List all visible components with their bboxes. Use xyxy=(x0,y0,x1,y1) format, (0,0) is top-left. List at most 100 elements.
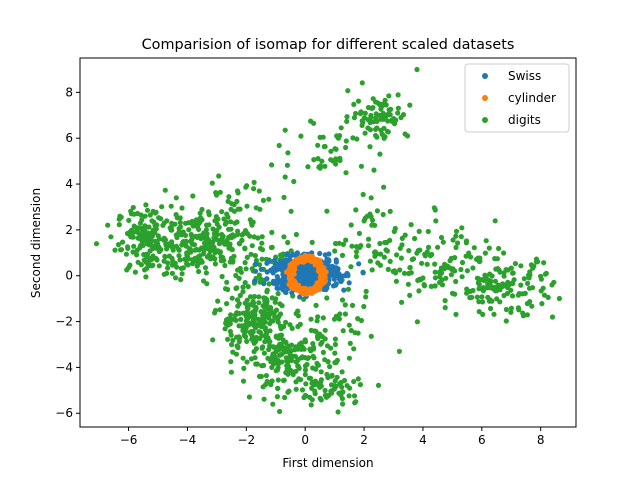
data-point xyxy=(189,261,196,267)
data-point xyxy=(458,266,464,273)
data-point xyxy=(132,269,138,275)
data-point xyxy=(223,321,229,327)
data-point xyxy=(278,252,284,258)
data-point xyxy=(336,273,342,279)
data-point xyxy=(212,234,218,240)
data-point xyxy=(377,151,383,157)
data-point xyxy=(367,144,373,150)
data-point xyxy=(246,320,252,326)
data-point xyxy=(162,187,168,193)
data-point xyxy=(476,258,482,264)
data-point xyxy=(267,339,273,345)
data-point xyxy=(275,385,281,391)
data-point xyxy=(397,245,403,251)
data-point xyxy=(353,253,359,260)
data-point xyxy=(183,243,189,249)
data-point xyxy=(253,261,259,267)
data-point xyxy=(318,379,324,385)
x-tick-label: −6 xyxy=(120,433,138,447)
data-point xyxy=(344,118,350,124)
data-point xyxy=(469,294,475,300)
data-point xyxy=(241,365,247,371)
data-point xyxy=(254,361,260,367)
data-point xyxy=(141,233,147,239)
data-point xyxy=(222,326,228,332)
data-point xyxy=(131,211,137,217)
data-point xyxy=(414,66,420,73)
data-point xyxy=(401,270,408,276)
data-point xyxy=(285,239,291,246)
data-point xyxy=(264,260,270,266)
data-point xyxy=(264,298,270,305)
data-point xyxy=(247,217,253,223)
data-point xyxy=(459,274,465,280)
data-point xyxy=(504,283,511,289)
data-point xyxy=(414,319,420,325)
data-point xyxy=(207,242,213,248)
data-point xyxy=(424,261,430,267)
data-point xyxy=(347,340,353,346)
data-point xyxy=(236,338,242,345)
data-point xyxy=(269,229,275,235)
data-point xyxy=(239,237,245,243)
legend-label-cylinder: cylinder xyxy=(508,91,556,105)
data-point xyxy=(278,278,284,284)
x-tick-label: 2 xyxy=(360,433,368,447)
data-point xyxy=(202,265,209,271)
data-point xyxy=(176,253,182,259)
data-point xyxy=(449,290,456,296)
data-point xyxy=(219,273,225,280)
data-point xyxy=(356,230,362,236)
data-point xyxy=(267,320,273,327)
data-point xyxy=(384,128,391,135)
data-point xyxy=(293,284,299,290)
data-point xyxy=(216,173,222,179)
data-point xyxy=(407,102,413,108)
data-point xyxy=(361,303,367,310)
data-point xyxy=(206,222,212,228)
data-point xyxy=(287,322,293,328)
data-point xyxy=(247,294,254,300)
data-point xyxy=(204,231,210,237)
data-point xyxy=(129,227,135,233)
data-point xyxy=(549,282,555,288)
data-point xyxy=(228,359,234,365)
data-point xyxy=(177,224,184,230)
data-point xyxy=(329,263,335,269)
data-point xyxy=(264,269,270,275)
data-point xyxy=(244,254,250,260)
data-point xyxy=(225,336,231,342)
data-point xyxy=(432,261,438,267)
data-point xyxy=(270,401,276,407)
data-point xyxy=(199,217,205,223)
data-point xyxy=(295,313,301,319)
y-tick-label: −6 xyxy=(55,406,73,420)
data-point xyxy=(358,109,364,115)
data-point xyxy=(283,370,289,376)
data-point xyxy=(168,203,174,209)
data-point xyxy=(518,263,524,269)
data-point xyxy=(253,305,259,311)
data-point xyxy=(169,270,175,276)
data-point xyxy=(527,269,533,275)
data-point xyxy=(319,276,325,282)
data-point xyxy=(324,295,330,301)
data-point xyxy=(315,156,321,162)
data-point xyxy=(215,298,221,304)
data-point xyxy=(307,277,313,284)
data-point xyxy=(363,294,369,300)
data-point xyxy=(415,248,421,254)
data-point xyxy=(302,355,308,361)
data-point xyxy=(193,221,199,227)
data-point xyxy=(505,267,511,273)
data-point xyxy=(521,276,527,282)
data-point xyxy=(373,111,379,117)
data-point xyxy=(351,115,357,121)
data-point xyxy=(313,381,319,388)
data-point xyxy=(276,142,282,149)
data-point xyxy=(483,275,489,281)
data-point xyxy=(383,102,389,108)
data-point xyxy=(346,355,352,361)
data-point xyxy=(435,244,441,250)
